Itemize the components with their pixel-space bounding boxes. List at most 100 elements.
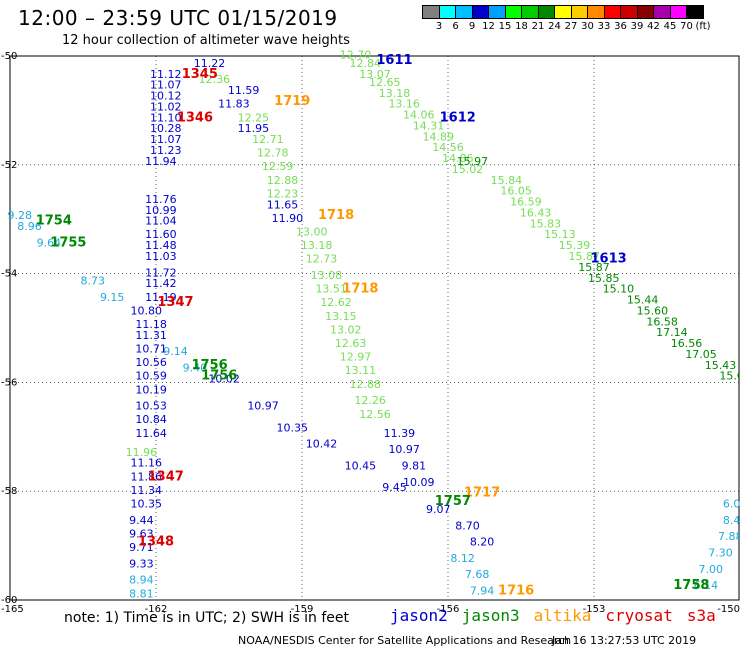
- wave-height-value: 11.83: [218, 98, 250, 111]
- time-label: 1757: [435, 494, 471, 509]
- wave-height-value: 13.16: [388, 98, 420, 111]
- wave-height-value: 11.72: [145, 266, 177, 279]
- wave-height-value: 8.73: [80, 274, 105, 287]
- legend-tick-label: 12: [482, 21, 495, 32]
- time-label: 1756: [191, 358, 227, 373]
- wave-height-value: 11.04: [145, 215, 177, 228]
- wave-height-value: 13.08: [311, 269, 343, 282]
- wave-height-value: 15.83: [530, 217, 562, 230]
- legend-tick-label: 39: [630, 21, 644, 32]
- map-frame: [9, 55, 740, 601]
- lon-label: -159: [291, 604, 314, 615]
- wave-height-value: 11.19: [145, 291, 177, 304]
- wave-height-value: 12.23: [267, 187, 299, 200]
- wave-height-value: 10.28: [150, 122, 182, 135]
- wave-height-value: 11.16: [131, 457, 163, 470]
- wave-height-value: 12.25: [238, 111, 270, 124]
- wave-height-value: 9.28: [7, 209, 32, 222]
- wave-height-value: 9.44: [129, 514, 154, 527]
- wave-height-value: 9.63: [129, 527, 154, 540]
- wave-height-value: 6.03: [723, 498, 740, 511]
- wave-height-value: 12.73: [306, 253, 338, 266]
- wave-height-value: 11.48: [145, 239, 177, 252]
- time-label: 1613: [591, 252, 627, 267]
- wave-height-value: 15.87: [578, 261, 610, 274]
- wave-height-value: 12.36: [199, 73, 231, 86]
- time-label: 1345: [182, 67, 218, 82]
- wave-height-value: 11.39: [384, 427, 416, 440]
- lon-label: -150: [717, 604, 740, 615]
- wave-height-value: 11.65: [267, 198, 299, 211]
- wave-height-value: 10.71: [135, 342, 167, 355]
- wave-height-value: 15.60: [637, 304, 669, 317]
- wave-height-value: 10.35: [277, 421, 309, 434]
- satellite-name-altika: altika: [533, 606, 592, 625]
- color-legend: [422, 5, 704, 19]
- wave-height-value: 9.71: [129, 541, 154, 554]
- wave-height-value: 17.14: [656, 326, 688, 339]
- time-label: 1718: [342, 282, 378, 297]
- lat-label: -60: [1, 595, 17, 606]
- wave-height-value: 16.05: [500, 185, 532, 198]
- wave-height-value: 9.40: [183, 362, 208, 375]
- wave-height-value: 11.76: [145, 193, 177, 206]
- lat-label: -52: [1, 160, 17, 171]
- wave-height-value: 15.84: [491, 174, 523, 187]
- wave-height-value: 6.14: [694, 579, 719, 592]
- time-label: 1718: [318, 208, 354, 223]
- wave-height-value: 16.59: [510, 196, 542, 209]
- wave-height-value: 9.15: [100, 291, 125, 304]
- wave-height-value: 9.14: [163, 345, 188, 358]
- wave-height-value: 10.80: [131, 304, 163, 317]
- wave-height-value: 10.84: [135, 413, 167, 426]
- legend-swatch: [686, 5, 704, 19]
- wave-height-value: 12.97: [340, 351, 372, 364]
- legend-tick-label: 33: [597, 21, 611, 32]
- lon-label: -153: [583, 604, 606, 615]
- wave-height-value: 12.88: [350, 378, 382, 391]
- wave-height-value: 14.89: [423, 130, 455, 143]
- wave-height-value: 15.43: [705, 359, 737, 372]
- wave-height-value: 10.19: [135, 383, 167, 396]
- wave-height-value: 12.84: [350, 57, 382, 70]
- note-text: note: 1) Time is in UTC; 2) SWH is in fe…: [64, 610, 350, 626]
- wave-height-value: 10.53: [135, 400, 167, 413]
- wave-height-value: 10.59: [135, 370, 167, 383]
- wave-height-value: 15.97: [457, 155, 489, 168]
- wave-height-value: 15.13: [544, 228, 576, 241]
- wave-height-value: 13.02: [330, 323, 362, 336]
- wave-height-value: 11.64: [135, 427, 167, 440]
- lat-label: -58: [1, 486, 17, 497]
- time-label: 1347: [148, 469, 184, 484]
- wave-height-value: 11.34: [131, 484, 163, 497]
- wave-height-value: 9.81: [402, 459, 427, 472]
- wave-height-value: 14.56: [432, 141, 464, 154]
- time-label: 1719: [274, 94, 310, 109]
- page-subtitle: 12 hour collection of altimeter wave hei…: [62, 33, 350, 48]
- wave-height-value: 13.07: [359, 68, 391, 81]
- time-label: 1347: [157, 295, 193, 310]
- wave-height-value: 14.06: [403, 109, 435, 122]
- wave-height-value: 9.07: [426, 503, 451, 516]
- wave-height-value: 15.10: [603, 283, 635, 296]
- wave-height-value: 10.12: [150, 90, 182, 103]
- wave-height-value: 15.02: [452, 163, 484, 176]
- wave-height-value: 11.12: [150, 68, 182, 81]
- time-label: 1717: [464, 486, 500, 501]
- wave-height-value: 11.95: [238, 122, 270, 135]
- wave-height-value: 8.96: [17, 220, 42, 233]
- wave-height-value: 12.59: [262, 160, 294, 173]
- satellite-legend: jason2 jason3 altika cryosat s3a: [390, 606, 730, 625]
- wave-height-value: 8.70: [455, 519, 480, 532]
- time-label: 1346: [177, 110, 213, 125]
- wave-height-value: 11.03: [145, 250, 177, 263]
- legend-tick-label: 18: [515, 21, 528, 32]
- wave-height-value: 17.05: [685, 348, 717, 361]
- lon-label: -162: [145, 604, 168, 615]
- wave-height-value: 15.87: [569, 250, 601, 263]
- wave-height-value: 10.35: [131, 498, 163, 511]
- footer-timestamp: Jan 16 13:27:53 UTC 2019: [552, 634, 697, 647]
- wave-height-value: 15.05: [719, 370, 740, 383]
- wave-height-value: 12.62: [320, 296, 352, 309]
- legend-tick-label: 27: [564, 21, 578, 32]
